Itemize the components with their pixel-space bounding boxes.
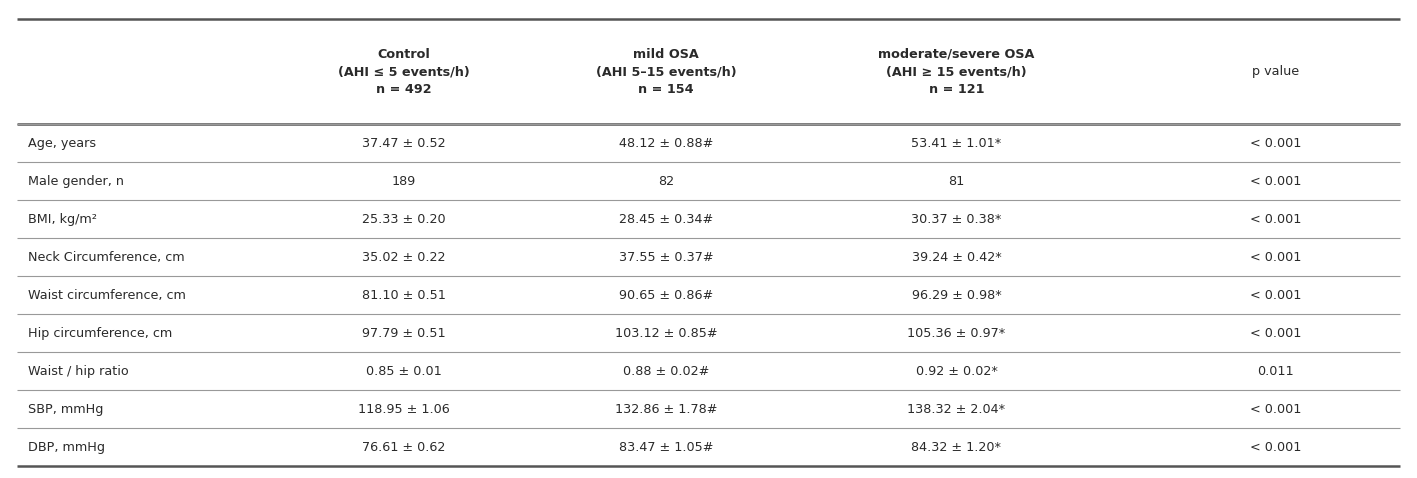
Text: Waist circumference, cm: Waist circumference, cm — [28, 289, 186, 302]
Text: < 0.001: < 0.001 — [1250, 402, 1301, 415]
Text: 132.86 ± 1.78#: 132.86 ± 1.78# — [615, 402, 717, 415]
Text: 53.41 ± 1.01*: 53.41 ± 1.01* — [911, 137, 1002, 150]
Text: 118.95 ± 1.06: 118.95 ± 1.06 — [359, 402, 449, 415]
Text: moderate/severe OSA
(AHI ≥ 15 events/h)
n = 121: moderate/severe OSA (AHI ≥ 15 events/h) … — [879, 48, 1034, 96]
Text: 81: 81 — [948, 174, 965, 188]
Text: 97.79 ± 0.51: 97.79 ± 0.51 — [361, 326, 446, 339]
Text: < 0.001: < 0.001 — [1250, 441, 1301, 454]
Text: 189: 189 — [391, 174, 417, 188]
Text: Neck Circumference, cm: Neck Circumference, cm — [28, 250, 186, 263]
Text: 30.37 ± 0.38*: 30.37 ± 0.38* — [911, 213, 1002, 226]
Text: 0.92 ± 0.02*: 0.92 ± 0.02* — [915, 365, 998, 378]
Text: < 0.001: < 0.001 — [1250, 213, 1301, 226]
Text: 0.88 ± 0.02#: 0.88 ± 0.02# — [623, 365, 708, 378]
Text: 90.65 ± 0.86#: 90.65 ± 0.86# — [619, 289, 713, 302]
Text: 39.24 ± 0.42*: 39.24 ± 0.42* — [911, 250, 1002, 263]
Text: 28.45 ± 0.34#: 28.45 ± 0.34# — [619, 213, 713, 226]
Text: 96.29 ± 0.98*: 96.29 ± 0.98* — [911, 289, 1002, 302]
Text: 37.47 ± 0.52: 37.47 ± 0.52 — [361, 137, 446, 150]
Text: 48.12 ± 0.88#: 48.12 ± 0.88# — [619, 137, 713, 150]
Text: 83.47 ± 1.05#: 83.47 ± 1.05# — [619, 441, 713, 454]
Text: 37.55 ± 0.37#: 37.55 ± 0.37# — [619, 250, 713, 263]
Text: 138.32 ± 2.04*: 138.32 ± 2.04* — [907, 402, 1006, 415]
Text: < 0.001: < 0.001 — [1250, 250, 1301, 263]
Text: BMI, kg/m²: BMI, kg/m² — [28, 213, 98, 226]
Text: p value: p value — [1251, 65, 1299, 78]
Text: 25.33 ± 0.20: 25.33 ± 0.20 — [361, 213, 446, 226]
Text: < 0.001: < 0.001 — [1250, 174, 1301, 188]
Text: Waist / hip ratio: Waist / hip ratio — [28, 365, 129, 378]
Text: 105.36 ± 0.97*: 105.36 ± 0.97* — [907, 326, 1006, 339]
Text: < 0.001: < 0.001 — [1250, 326, 1301, 339]
Text: DBP, mmHg: DBP, mmHg — [28, 441, 105, 454]
Text: Age, years: Age, years — [28, 137, 96, 150]
Text: 82: 82 — [657, 174, 674, 188]
Text: Male gender, n: Male gender, n — [28, 174, 125, 188]
Text: 0.011: 0.011 — [1257, 365, 1294, 378]
Text: Control
(AHI ≤ 5 events/h)
n = 492: Control (AHI ≤ 5 events/h) n = 492 — [339, 48, 469, 96]
Text: 81.10 ± 0.51: 81.10 ± 0.51 — [361, 289, 446, 302]
Text: 0.85 ± 0.01: 0.85 ± 0.01 — [366, 365, 442, 378]
Text: SBP, mmHg: SBP, mmHg — [28, 402, 103, 415]
Text: < 0.001: < 0.001 — [1250, 289, 1301, 302]
Text: Hip circumference, cm: Hip circumference, cm — [28, 326, 173, 339]
Text: mild OSA
(AHI 5–15 events/h)
n = 154: mild OSA (AHI 5–15 events/h) n = 154 — [595, 48, 737, 96]
Text: 103.12 ± 0.85#: 103.12 ± 0.85# — [615, 326, 717, 339]
Text: < 0.001: < 0.001 — [1250, 137, 1301, 150]
Text: 35.02 ± 0.22: 35.02 ± 0.22 — [363, 250, 445, 263]
Text: 84.32 ± 1.20*: 84.32 ± 1.20* — [911, 441, 1002, 454]
Text: 76.61 ± 0.62: 76.61 ± 0.62 — [363, 441, 445, 454]
